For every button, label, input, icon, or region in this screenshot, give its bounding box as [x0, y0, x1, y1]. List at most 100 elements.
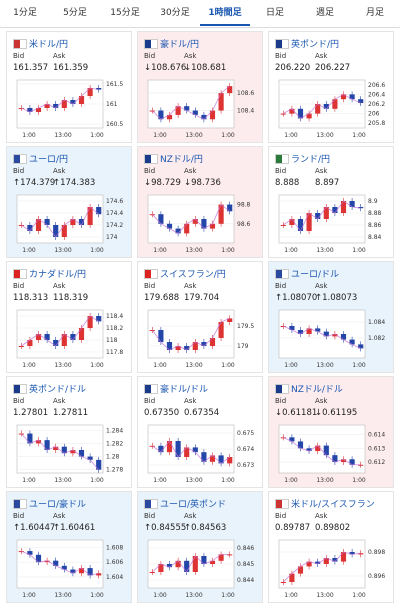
rate-card[interactable]: ユーロ/ドル Bid Ask ↑1.08070 ↑1.08073 1.084 1.082 1:…: [268, 261, 394, 373]
average-line: [21, 87, 99, 113]
candle: [349, 201, 355, 207]
x-tick-label: 1:00: [22, 247, 36, 254]
rate-card[interactable]: 英ポンド/ドル Bid Ask 1.27801 1.27811 1.284 1.282 1.2…: [6, 376, 132, 488]
rate-card[interactable]: NZドル/ドル Bid Ask ↓0.61181 ↓0.61195 0.614 0.613 0…: [268, 376, 394, 488]
x-tick-label: 13:00: [185, 362, 202, 369]
pair-name: 豪ドル/ドル: [160, 385, 209, 395]
rate-card[interactable]: 米ドル/円 Bid Ask 161.357 161.359 161.5 161 160.5 1:…: [6, 31, 132, 143]
candle: [280, 113, 286, 115]
y-tick-label: 179: [237, 343, 249, 350]
y-tick-label: 98.8: [237, 202, 251, 209]
rate-card[interactable]: ユーロ/豪ドル Bid Ask ↑1.60447 ↑1.60461 1.608 1.606 1…: [6, 491, 132, 603]
candle: [218, 204, 224, 224]
rate-card[interactable]: ユーロ/英ポンド Bid Ask ↑0.84555 ↑0.84563 0.846 0.845…: [137, 491, 263, 603]
y-tick-label: 8.86: [368, 222, 382, 229]
y-tick-label: 1.284: [106, 427, 123, 434]
ask-value: 1.27811: [53, 408, 89, 418]
x-tick-label: 13:00: [316, 592, 333, 599]
candle: [44, 560, 50, 563]
pair-name: 米ドル/円: [29, 40, 69, 50]
ask-label: Ask: [53, 52, 66, 60]
rate-card[interactable]: ユーロ/円 Bid Ask ↑174.379 ↑174.383 174.6 174.4 174…: [6, 146, 132, 258]
candle: [297, 108, 304, 119]
y-tick-label: 118.4: [106, 313, 123, 320]
tab[interactable]: 5分足: [63, 8, 87, 18]
candle: [201, 114, 207, 120]
ask-label: Ask: [315, 397, 328, 405]
tab[interactable]: 15分足: [110, 8, 140, 18]
flag: [13, 269, 27, 279]
bid-label: Bid: [144, 282, 156, 290]
rate-card[interactable]: ランド/円 Bid Ask 8.888 8.897 8.9 8.88 8.86 8.84 1:00…: [268, 146, 394, 258]
candle: [166, 223, 173, 229]
y-tick-label: 0.896: [368, 573, 385, 580]
plot-area: [278, 424, 366, 474]
candle: [61, 334, 67, 346]
rate-card[interactable]: スイスフラン/円 Bid Ask 179.688 179.704 179.5 179 1:00…: [137, 261, 263, 373]
candle: [227, 204, 233, 212]
x-tick-label: 1:00: [284, 362, 298, 369]
rate-card[interactable]: 英ポンド/円 Bid Ask 206.220 206.227 206.6 206.4 206.…: [268, 31, 394, 143]
tab[interactable]: 30分足: [160, 8, 190, 18]
mini-chart: 1.084 1.082 1:00 13:00 1:00: [278, 309, 385, 369]
tab[interactable]: 週足: [315, 8, 334, 18]
candle: [158, 564, 164, 572]
candle: [78, 219, 85, 225]
candle: [201, 556, 207, 564]
rate-card[interactable]: 豪ドル/ドル Bid Ask 0.67350 0.67354 0.675 0.674 0.67…: [137, 376, 263, 488]
bid-value: 118.313: [13, 293, 49, 303]
pair-name: 米ドル/スイスフラン: [291, 500, 375, 510]
rate-card[interactable]: カナダドル/円 Bid Ask 118.313 118.319 118.4 118.2 118…: [6, 261, 132, 373]
candle: [289, 326, 295, 330]
ask-label: Ask: [315, 52, 328, 60]
candle: [201, 219, 207, 229]
candle: [18, 225, 24, 226]
rate-card[interactable]: 米ドル/スイスフラン Bid Ask 0.89787 0.89802 0.898 0.896…: [268, 491, 394, 603]
average-line: [152, 553, 230, 573]
candle: [323, 104, 329, 109]
rate-card[interactable]: 豪ドル/円 Bid Ask ↓108.676 ↓108.681 108.6 108.4 1:0…: [137, 31, 263, 143]
candle: [349, 339, 355, 345]
candle: [61, 225, 67, 237]
x-tick-label: 1:00: [352, 247, 366, 254]
ask-value: ↓0.61195: [315, 408, 358, 418]
y-tick-label: 0.898: [368, 549, 385, 556]
candle: [175, 441, 181, 457]
candle: [349, 552, 355, 555]
pair-name: NZドル/円: [160, 155, 203, 165]
average-line: [152, 203, 230, 234]
rate-card[interactable]: NZドル/円 Bid Ask ↓98.729 ↓98.736 98.8 98.6 1:00 13…: [137, 146, 263, 258]
tab[interactable]: 1時間足: [200, 0, 250, 26]
flag: [144, 384, 158, 394]
candle: [358, 464, 364, 466]
candle: [96, 207, 102, 215]
candle: [70, 449, 76, 454]
candle: [201, 452, 207, 462]
candle: [166, 114, 173, 120]
tab[interactable]: 1分足: [13, 8, 37, 18]
candle: [44, 334, 50, 340]
y-tick-label: 1.278: [106, 467, 123, 474]
candle: [53, 560, 59, 566]
candle: [289, 108, 295, 114]
candle: [44, 104, 50, 108]
candle: [184, 346, 190, 350]
candle: [166, 441, 173, 453]
flag: [275, 39, 289, 49]
bid-label: Bid: [13, 52, 25, 60]
plot-area: [16, 539, 104, 589]
tab[interactable]: 月足: [365, 8, 384, 18]
tab[interactable]: 日足: [265, 8, 284, 18]
candle: [218, 322, 224, 338]
flag: [275, 499, 289, 509]
y-tick-label: 1.608: [106, 544, 123, 551]
ask-value: ↑1.60461: [53, 523, 96, 533]
flag: [13, 384, 27, 394]
bid-label: Bid: [275, 282, 287, 290]
candle: [96, 573, 102, 576]
average-line: [21, 550, 99, 576]
candle: [306, 448, 312, 452]
y-tick-label: 174.2: [106, 222, 123, 229]
